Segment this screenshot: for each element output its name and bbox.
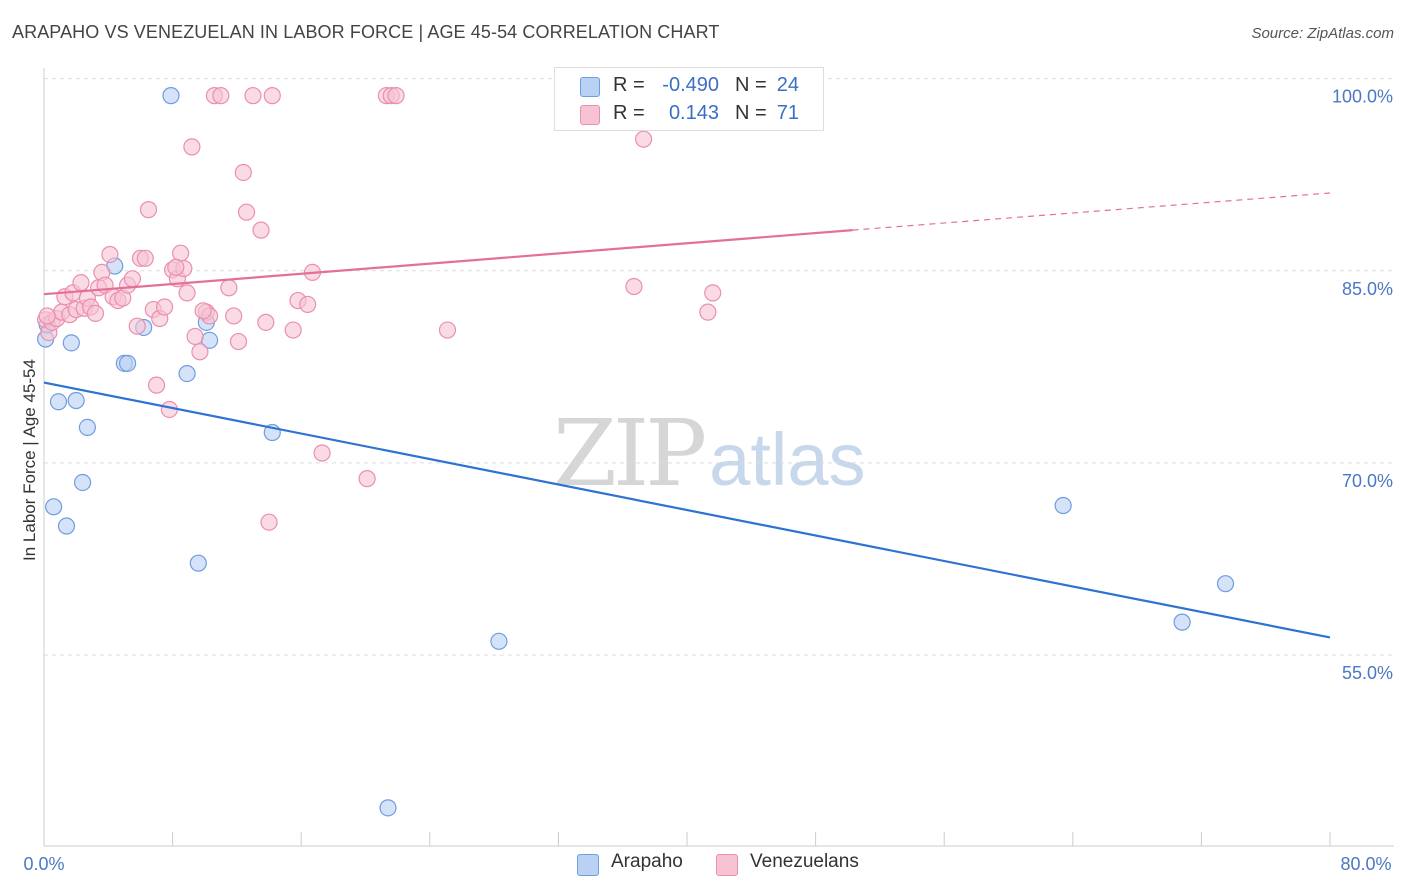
arapaho-point (1216, 575, 1235, 593)
venezuelans-swatch (580, 105, 600, 125)
venezuelan-point (225, 307, 243, 325)
arapaho-point (490, 632, 508, 650)
legend-item-venezuelans[interactable]: Venezuelans (716, 851, 859, 876)
venezuelan-point (260, 513, 278, 531)
arapaho-point (178, 364, 196, 383)
venezuelan-point (284, 321, 302, 339)
venezuelans-legend-swatch (716, 854, 738, 876)
arapaho-point (67, 391, 85, 410)
venezuelan-point (438, 321, 457, 339)
x-tick-label-max: 80.0% (1340, 854, 1391, 874)
trend-layer (43, 192, 1331, 639)
label-layer: 55.0% 70.0% 85.0% 100.0% 0.0% 80.0% (23, 87, 1393, 874)
venezuelan-point (299, 295, 317, 314)
venezuelan-point (387, 87, 405, 105)
venezuelan-point (237, 203, 256, 221)
venezuelan-point (625, 277, 643, 296)
arapaho-point (1173, 613, 1191, 631)
legend-row-arapaho: R = -0.490 N = 24 (555, 73, 823, 101)
y-axis-label: In Labor Force | Age 45-54 (20, 359, 39, 561)
venezuelan-trendline-extension (852, 192, 1331, 231)
arapaho-point (1054, 496, 1072, 515)
chart-title: ARAPAHO VS VENEZUELAN IN LABOR FORCE | A… (12, 22, 720, 42)
n-value: 71 (776, 102, 799, 124)
arapaho-point (78, 418, 97, 436)
venezuelan-point (263, 87, 281, 105)
venezuelan-point (123, 270, 142, 288)
venezuelan-point (101, 245, 119, 264)
venezuelan-point (139, 201, 158, 219)
arapaho-legend-swatch (577, 854, 599, 876)
legend-item-arapaho[interactable]: Arapaho (577, 851, 683, 876)
venezuelan-point (699, 303, 717, 321)
arapaho-point (45, 498, 63, 516)
arapaho-trendline (43, 381, 1331, 639)
legend-row-venezuelans: R = 0.143 N = 71 (555, 101, 823, 129)
arapaho-point (162, 87, 180, 105)
venezuelan-point (704, 284, 722, 302)
venezuelan-point (634, 130, 653, 148)
arapaho-point (57, 517, 76, 535)
venezuelan-point (38, 307, 56, 325)
venezuelan-point (313, 444, 331, 462)
venezuelan-point (212, 87, 230, 105)
n-label: N = (735, 74, 767, 96)
x-tick-label-min: 0.0% (23, 854, 64, 874)
venezuelan-point (155, 298, 174, 316)
venezuelan-point (147, 376, 166, 394)
venezuelan-point (128, 317, 146, 335)
y-tick-label: 85.0% (1342, 279, 1393, 299)
venezuelan-point (234, 163, 252, 182)
point-layer (37, 87, 1235, 817)
arapaho-point (73, 473, 92, 492)
venezuelan-point (178, 284, 196, 302)
n-label: N = (735, 102, 767, 124)
venezuelan-point (186, 327, 204, 346)
axis-layer (43, 68, 1394, 847)
r-label: R = (613, 74, 645, 96)
venezuelan-point (136, 249, 154, 267)
series-legend: Arapaho Venezuelans (0, 851, 1406, 877)
venezuelan-point (167, 258, 185, 276)
y-tick-label: 70.0% (1342, 471, 1393, 491)
r-label: R = (613, 102, 645, 124)
y-tick-label: 55.0% (1342, 663, 1393, 683)
venezuelan-trendline (43, 229, 853, 296)
correlation-legend: R = -0.490 N = 24 R = 0.143 N = 71 (554, 67, 824, 131)
r-value: 0.143 (668, 102, 719, 124)
n-value: 24 (776, 74, 799, 96)
arapaho-swatch (580, 77, 600, 97)
venezuelan-point (257, 313, 275, 331)
arapaho-point (118, 354, 137, 372)
venezuelan-point (244, 87, 262, 105)
watermark-atlas: atlas (709, 418, 866, 501)
venezuelan-point (191, 343, 209, 361)
r-value: -0.490 (662, 74, 719, 96)
venezuelan-point (358, 470, 376, 488)
arapaho-point (49, 393, 68, 411)
arapaho-point (189, 554, 207, 572)
legend-label-arapaho: Arapaho (611, 851, 683, 872)
venezuelan-point (220, 279, 238, 297)
venezuelan-point (252, 221, 270, 239)
venezuelan-point (72, 274, 90, 292)
venezuelan-point (183, 138, 201, 156)
arapaho-point (62, 334, 80, 352)
legend-label-venezuelans: Venezuelans (750, 851, 859, 872)
arapaho-point (379, 799, 397, 817)
y-tick-label: 100.0% (1332, 87, 1393, 107)
venezuelan-point (194, 302, 212, 320)
venezuelan-point (86, 304, 105, 322)
venezuelan-point (229, 332, 248, 351)
source-label: Source: ZipAtlas.com (1251, 25, 1394, 42)
